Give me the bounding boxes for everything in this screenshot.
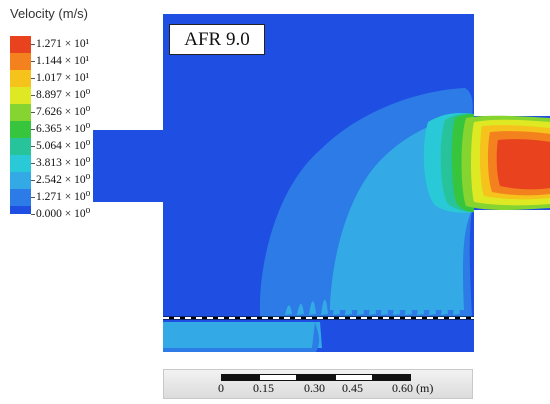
legend-tick [31, 44, 35, 45]
scale-bar: 0 0.15 0.30 0.45 0.60 (m) [163, 369, 473, 399]
legend-swatch [10, 189, 31, 206]
contour-red [496, 139, 550, 190]
legend-tick [31, 129, 35, 130]
legend-label: 1.271 × 10¹ [36, 38, 90, 50]
legend-tick [31, 78, 35, 79]
scale-label-0: 0 [218, 381, 224, 395]
legend-label: 1.271 × 10⁰ [36, 191, 91, 203]
scale-label-030: 0.30 [304, 381, 325, 395]
scale-segment-2 [259, 374, 297, 381]
scale-segment-3 [297, 374, 335, 381]
legend-label: 1.144 × 10¹ [36, 55, 90, 67]
legend-swatch [10, 70, 31, 87]
scale-label-015: 0.15 [253, 381, 274, 395]
legend-swatch [10, 36, 31, 53]
legend-swatch [10, 206, 31, 214]
scale-segment-1 [221, 374, 259, 381]
inlet-duct [93, 130, 165, 202]
legend-label: 3.813 × 10⁰ [36, 157, 91, 169]
legend-tick [31, 112, 35, 113]
legend-swatch [10, 104, 31, 121]
legend-swatch [10, 155, 31, 172]
legend-swatch [10, 121, 31, 138]
legend-swatch [10, 172, 31, 189]
bottom-flow-layer [163, 322, 322, 348]
legend-tick [31, 95, 35, 96]
legend-label: 8.897 × 10⁰ [36, 89, 91, 101]
legend-label: 1.017 × 10¹ [36, 72, 90, 84]
bottom-flow-edge [163, 322, 320, 352]
legend-tick [31, 197, 35, 198]
legend-tick [31, 180, 35, 181]
legend-swatch [10, 53, 31, 70]
scale-segment-4 [335, 374, 373, 381]
scale-label-060: 0.60 (m) [392, 381, 434, 395]
legend-label: 7.626 × 10⁰ [36, 106, 91, 118]
scale-segment-5 [373, 374, 411, 381]
legend-swatch [10, 138, 31, 155]
legend-title: Velocity (m/s) [10, 6, 89, 21]
legend-label: 0.000 × 10⁰ [36, 208, 91, 220]
legend-label: 6.365 × 10⁰ [36, 123, 91, 135]
legend-label: 5.064 × 10⁰ [36, 140, 91, 152]
plate-jets [285, 293, 460, 315]
afr-label-box: AFR 9.0 [169, 24, 265, 55]
legend-tick [31, 214, 35, 215]
legend-tick [31, 61, 35, 62]
legend-tick [31, 146, 35, 147]
legend-label: 2.542 × 10⁰ [36, 174, 91, 186]
legend-tick [31, 163, 35, 164]
scale-label-045: 0.45 [342, 381, 363, 395]
legend-swatch [10, 87, 31, 104]
